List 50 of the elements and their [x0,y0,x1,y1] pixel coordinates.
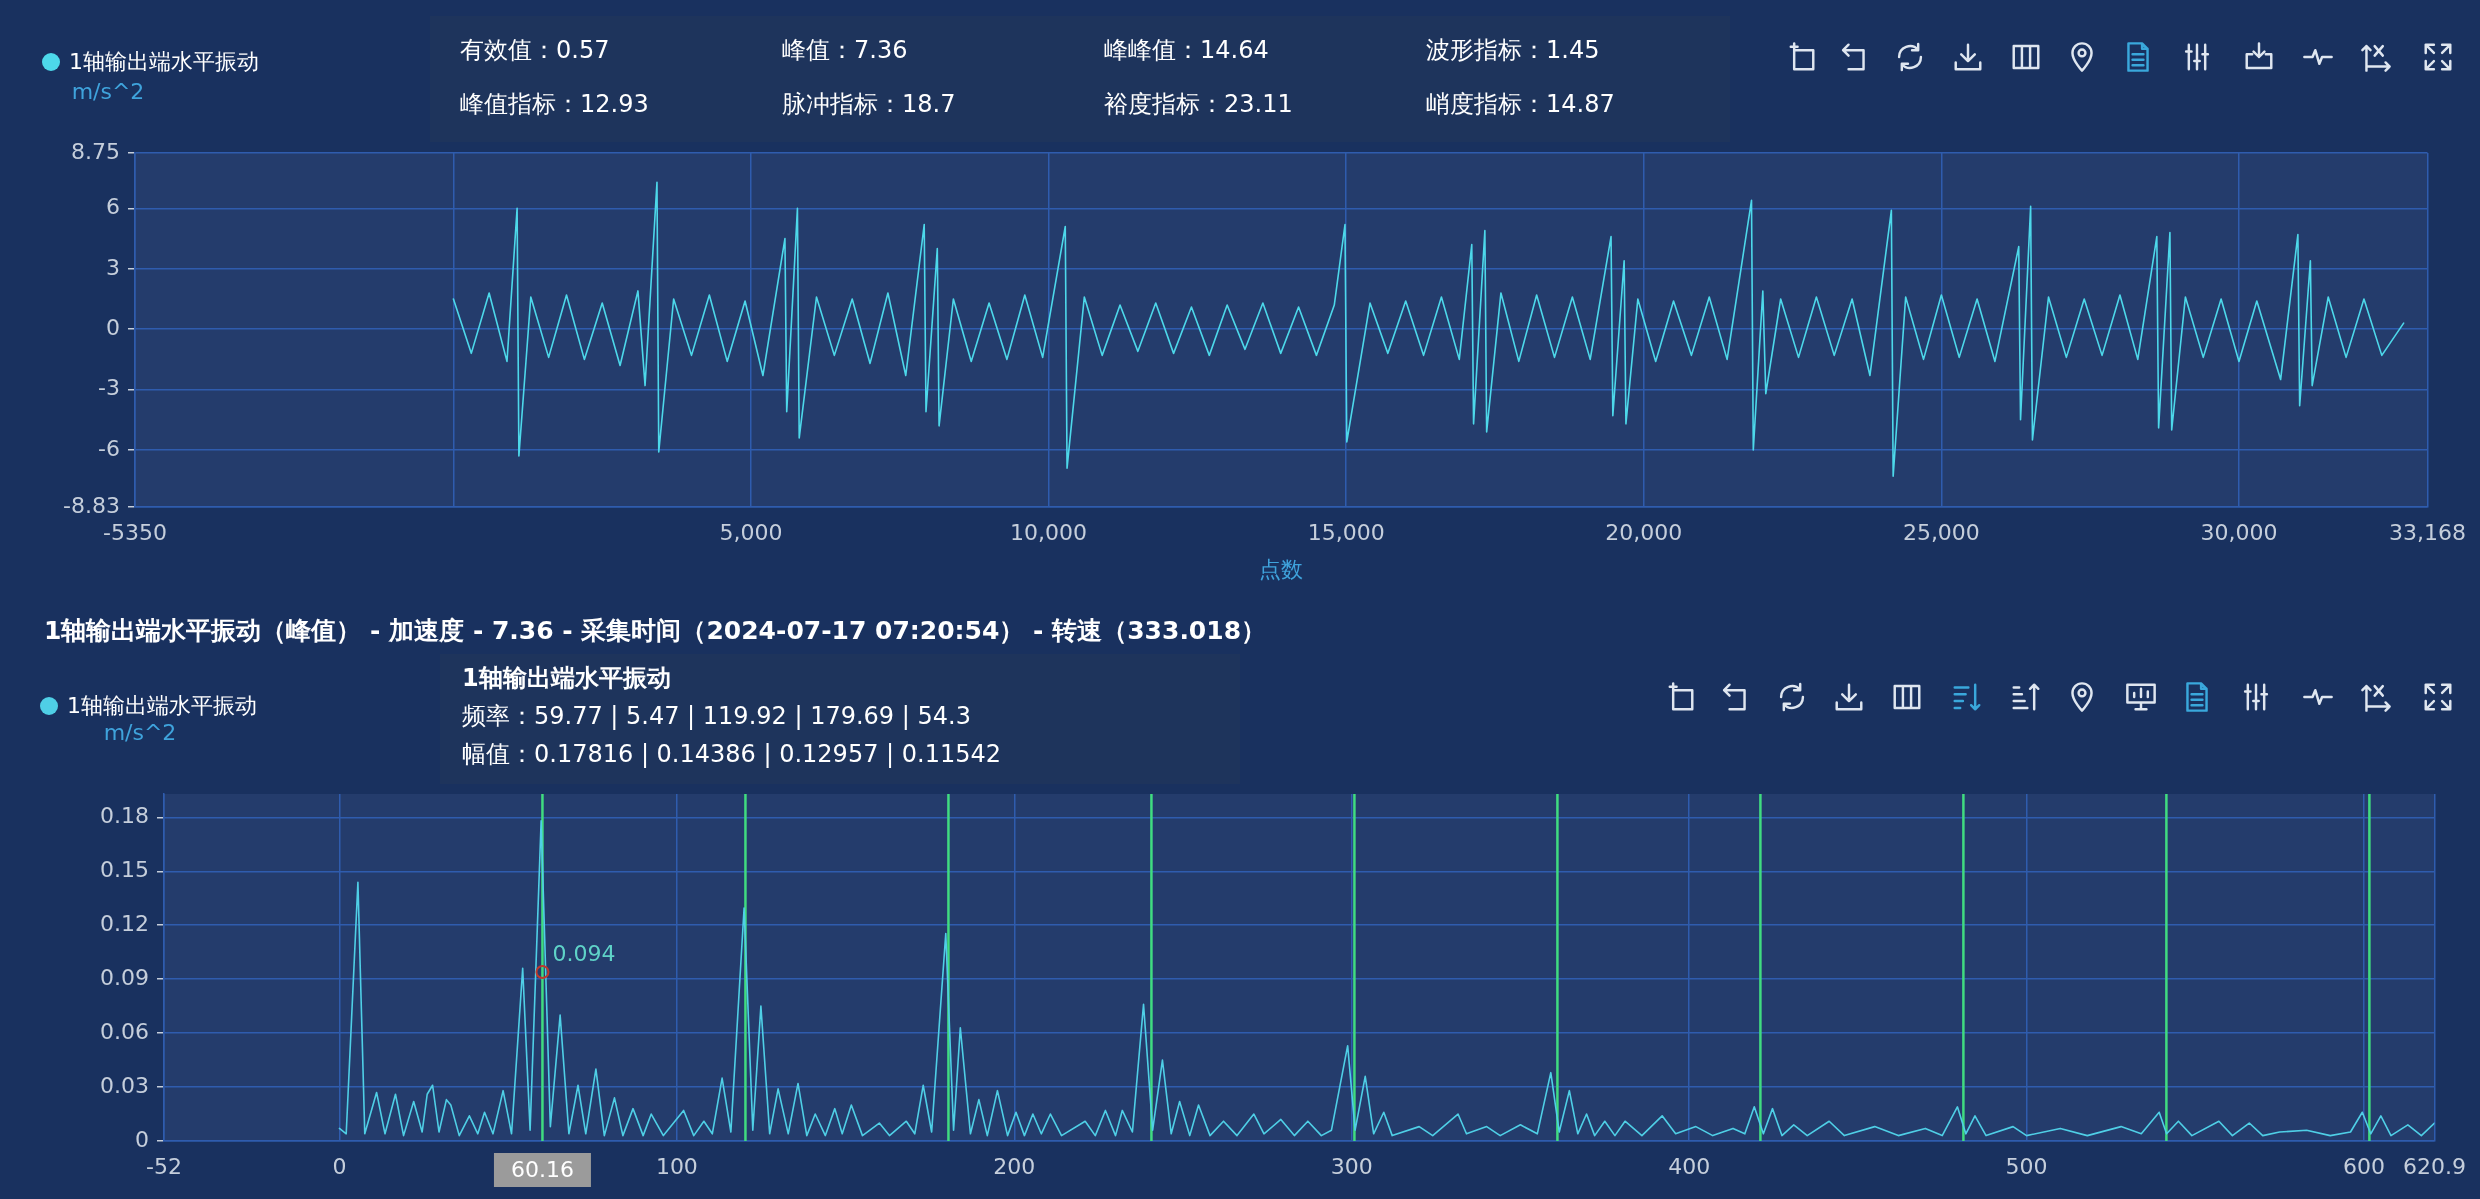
y-axis-title: m/s^2 [103,719,177,745]
x-axis-title: 点数 [1259,556,1304,582]
text: 峰峰值：14.64 [1104,36,1269,65]
x-tick-label: 10,000 [1010,519,1088,545]
text: 脉冲指标：18.7 [782,90,956,119]
text: 幅值：0.17816 | 0.14386 | 0.12957 | 0.11542 [462,740,1002,769]
text: 裕度指标：23.11 [1104,90,1293,119]
x-tick-label: 100 [655,1153,698,1179]
y-tick-label: -6 [98,435,120,461]
y-tick-label: 0.12 [100,910,149,936]
x-tick-label: 500 [2005,1153,2048,1179]
x-tick-label: 15,000 [1307,519,1385,545]
x-tick-label: 300 [1330,1153,1373,1179]
legend-label: 1轴输出端水平振动 [67,692,257,718]
y-tick-label: 0.15 [100,857,149,883]
legend-label: 1轴输出端水平振动 [69,48,259,74]
y-tick-label: -3 [98,375,120,401]
x-tick-label: 600 [2342,1153,2385,1179]
chart-title: 1轴输出端水平振动（峰值） - 加速度 - 7.36 - 采集时间（2024-07-17 07:20:54） - 转速（333.018） [44,615,1267,645]
y-tick-label: 3 [106,254,120,280]
y-tick-label: 6 [106,194,120,220]
x-tick-label: 200 [993,1153,1036,1179]
text: 频率：59.77 | 5.47 | 119.92 | 179.69 | 54.3 [462,702,971,731]
x-tick-label: -52 [146,1153,182,1179]
x-tick-label: 33,168 [2389,519,2466,545]
x-tick-label: 0 [332,1153,347,1179]
x-tick-label: 20,000 [1605,519,1683,545]
text: 峰值：7.36 [782,36,908,65]
x-tick-label: 5,000 [719,519,783,545]
text: 峰值指标：12.93 [460,90,649,119]
x-tick-label: 30,000 [2200,519,2278,545]
x-tick-label: 25,000 [1902,519,1980,545]
ref-line-label: 60.16 [510,1156,574,1182]
y-tick-label: 0.09 [100,964,149,990]
text: 1轴输出端水平振动 [462,664,671,693]
y-tick-label: 0 [135,1126,149,1152]
y-tick-label: 0.06 [100,1018,149,1044]
y-axis-title: m/s^2 [71,78,145,104]
y-tick-label: 0 [106,314,120,340]
y-tick-label: -8.83 [63,492,120,518]
y-tick-label: 8.75 [71,138,120,164]
text: 峭度指标：14.87 [1426,90,1615,119]
text: 有效值：0.57 [460,36,610,65]
x-tick-label: 620.9 [2403,1153,2466,1179]
y-tick-label: 0.03 [100,1072,149,1098]
text: 波形指标：1.45 [1426,36,1600,65]
y-tick-label: 0.18 [100,803,149,829]
annotation: 0.094 [552,940,616,966]
x-tick-label: -5350 [103,519,167,545]
x-tick-label: 400 [1668,1153,1711,1179]
